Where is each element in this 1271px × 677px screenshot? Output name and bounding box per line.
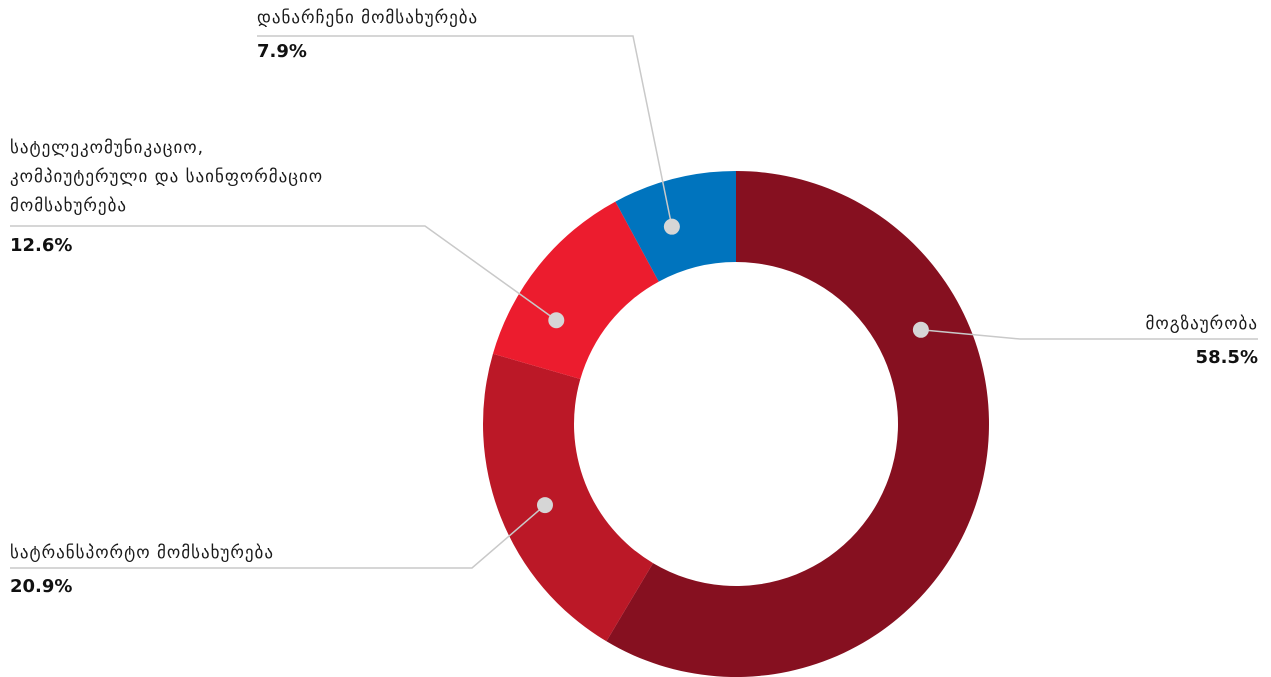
slice-label-0-line-0: მოგზაურობა bbox=[1146, 314, 1258, 334]
leader-dot-2 bbox=[548, 312, 565, 329]
leader-line-0 bbox=[920, 329, 1258, 340]
leader-lines-layer bbox=[10, 35, 1258, 569]
leader-line-3 bbox=[257, 35, 673, 227]
slice-label-2-line-0: სატელეკომუნიკაციო, bbox=[10, 138, 204, 158]
slice-value-label-1: 20.9% bbox=[10, 576, 72, 597]
slice-value-label-0: 58.5% bbox=[1196, 347, 1258, 368]
slices-layer bbox=[483, 171, 989, 677]
leader-dot-1 bbox=[536, 497, 553, 514]
donut-slice-1 bbox=[483, 353, 654, 642]
leader-dot-3 bbox=[663, 218, 680, 235]
leader-dot-0 bbox=[912, 321, 929, 338]
slice-label-3-line-0: დანარჩენი მომსახურება bbox=[257, 8, 478, 28]
slice-label-2-line-2: მომსახურება bbox=[10, 196, 127, 216]
leader-line-2 bbox=[10, 225, 557, 321]
leader-line-1 bbox=[10, 504, 546, 569]
slice-label-2-line-1: კომპიუტერული და საინფორმაციო bbox=[10, 167, 323, 187]
donut-slice-0 bbox=[606, 171, 989, 677]
labels-layer: მოგზაურობა 58.5% სატრანსპორტო მომსახურება 2… bbox=[10, 8, 1258, 597]
slice-value-label-2: 12.6% bbox=[10, 235, 72, 256]
donut-slice-2 bbox=[492, 201, 659, 380]
slice-value-label-3: 7.9% bbox=[257, 41, 307, 62]
slice-label-1-line-0: სატრანსპორტო მომსახურება bbox=[10, 543, 274, 563]
